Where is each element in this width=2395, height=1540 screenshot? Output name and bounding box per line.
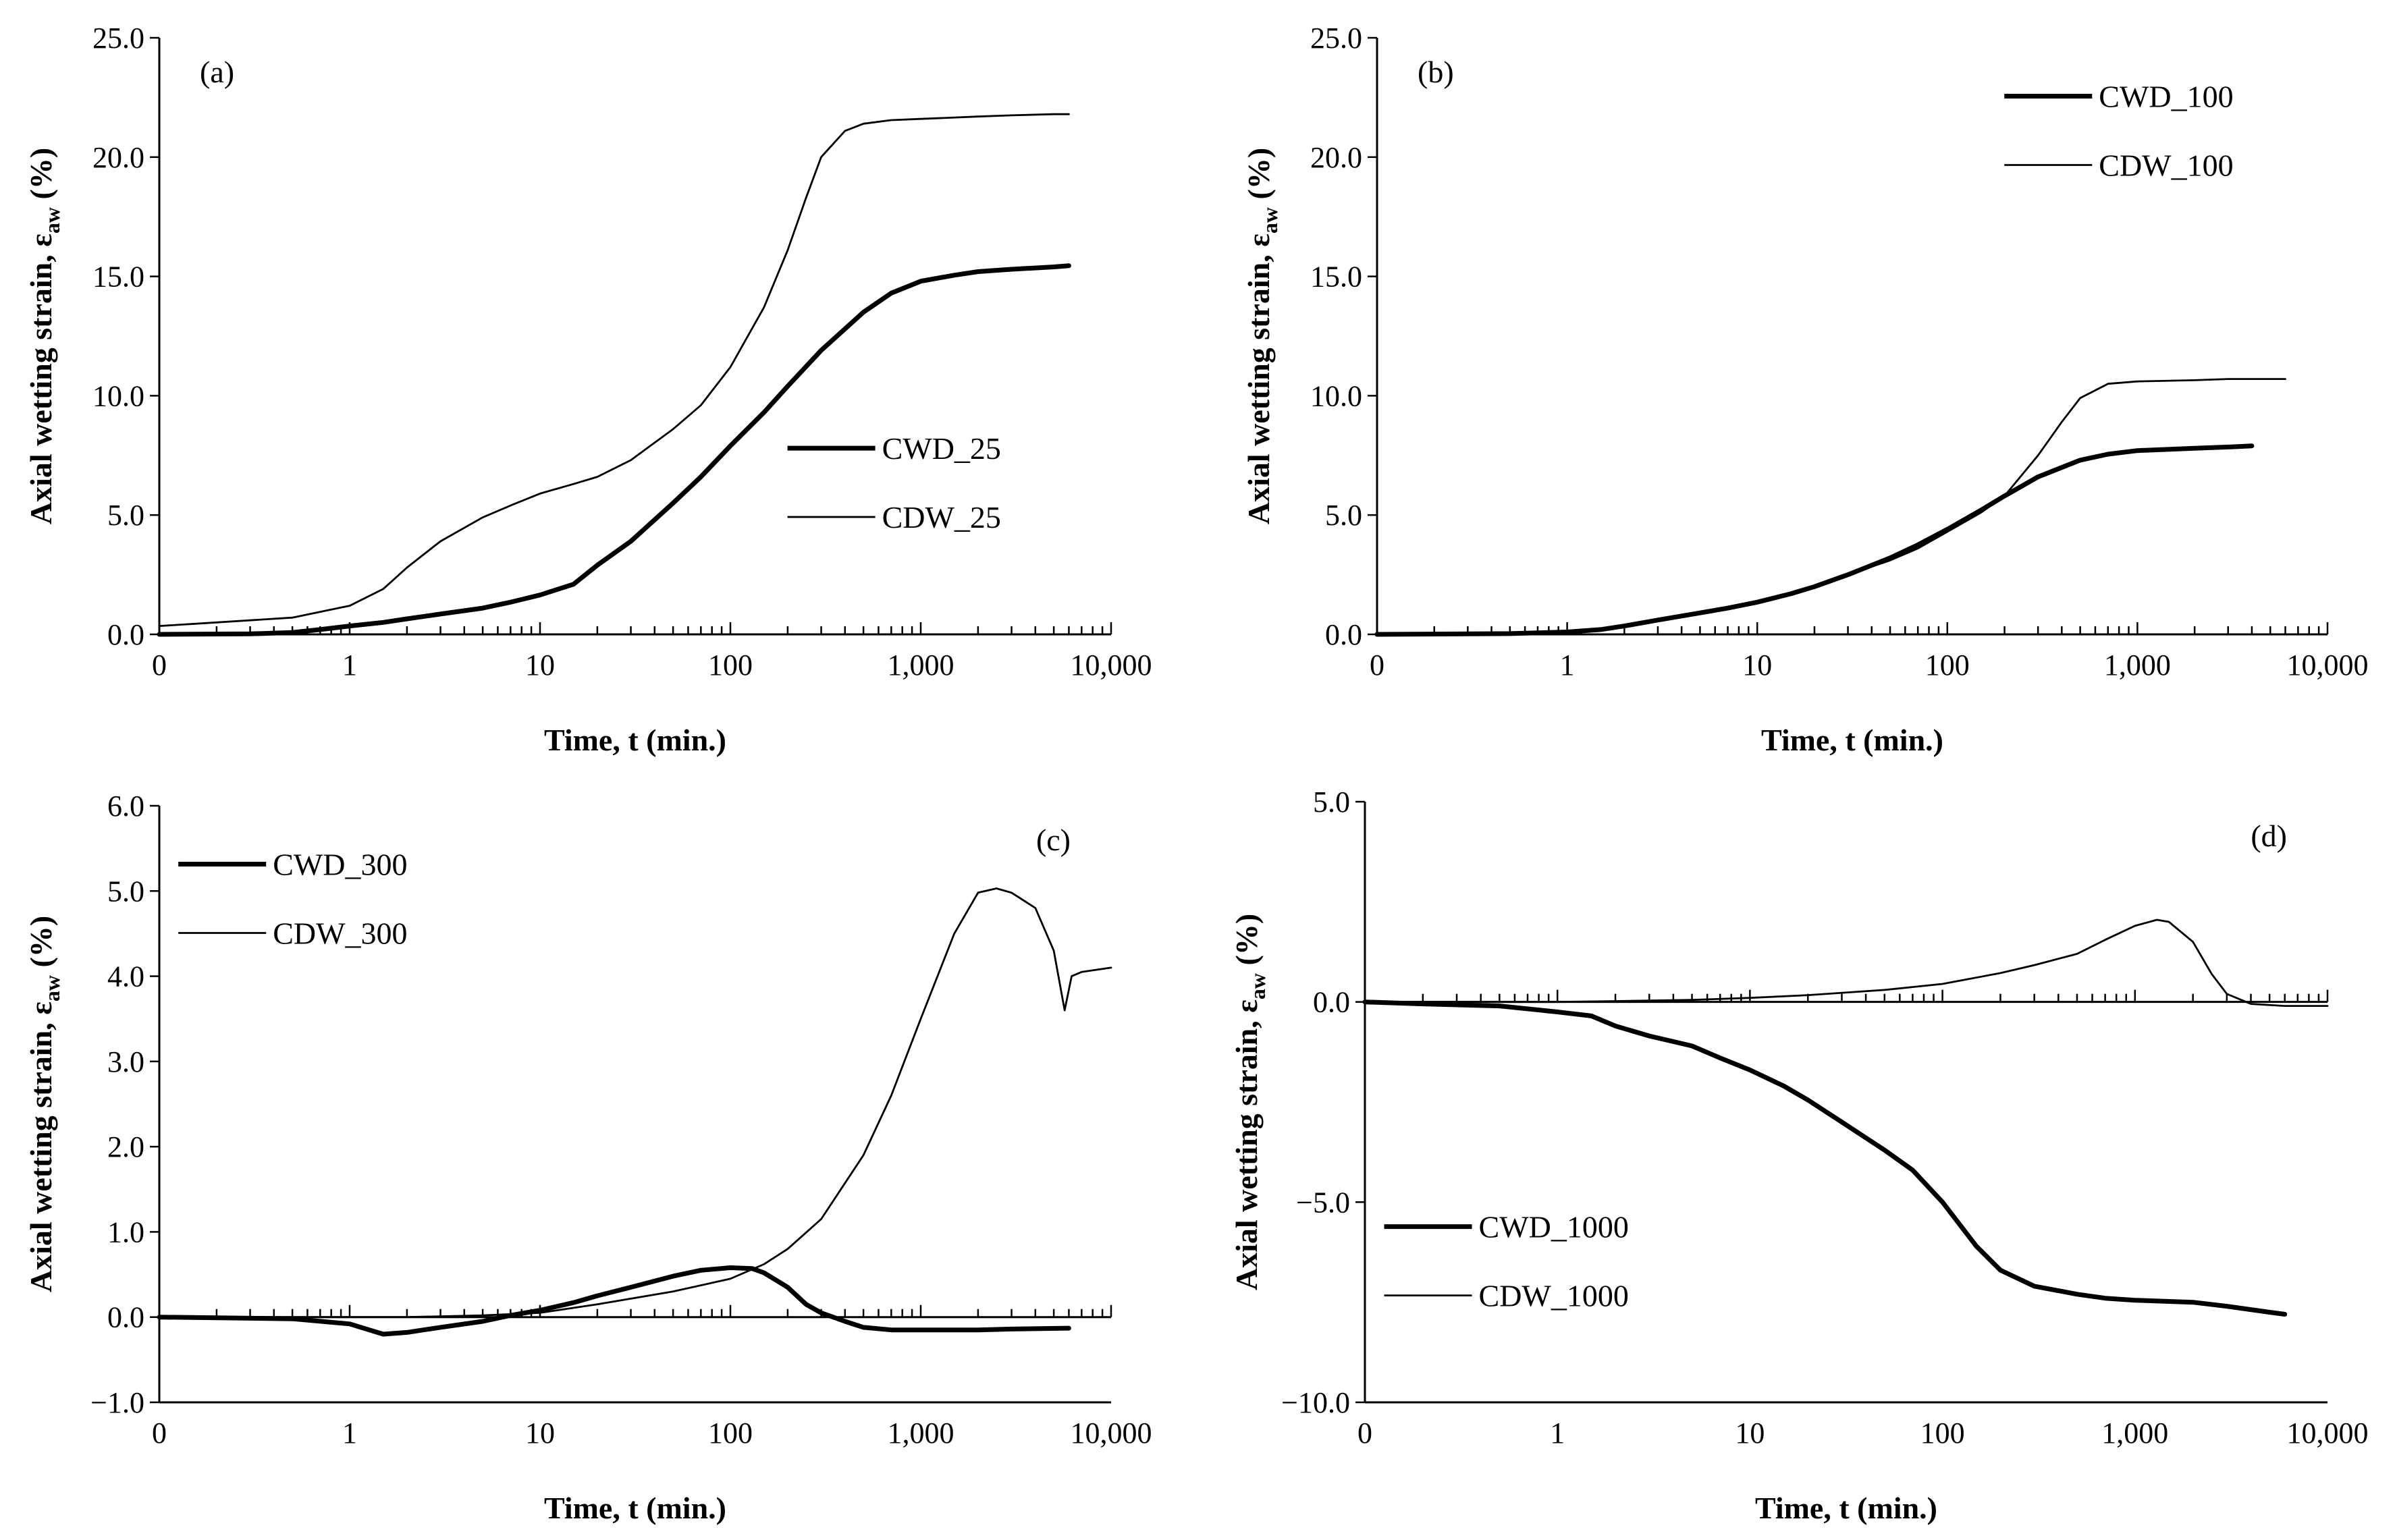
series-line-cwd-100 — [1374, 443, 2255, 637]
x-tick-label: 10,000 — [1071, 649, 1152, 682]
chart-panel-3: 0 1 10 100 1,000 10,000 −1.0 0.0 1.0 2.0 3.0 4.0 5.0… — [24, 790, 1152, 1525]
x-tick-label: 10 — [1742, 649, 1772, 682]
x-tick-label: 10,000 — [1071, 1417, 1152, 1450]
y-tick-label: 15.0 — [1310, 260, 1362, 294]
x-tick-label: 10,000 — [2287, 1417, 2369, 1450]
y-axis-title: Axial wetting strain, εaw (%) — [1229, 914, 1270, 1290]
y-tick-label: −5.0 — [1296, 1186, 1350, 1219]
y-tick-label: 4.0 — [107, 960, 144, 993]
x-tick-label: 0 — [1370, 649, 1384, 682]
x-tick-label: 100 — [1920, 1417, 1965, 1450]
x-tick-label: 100 — [708, 649, 753, 682]
series-line-cwd-300 — [157, 1265, 1071, 1337]
legend-label: CWD_25 — [882, 431, 1001, 466]
panel-label: (b) — [1418, 55, 1454, 89]
y-tick-label: 5.0 — [107, 875, 144, 908]
x-tick-label: 1,000 — [2101, 1417, 2168, 1450]
x-tick-label: 0 — [152, 1417, 167, 1450]
y-tick-label: 6.0 — [107, 790, 144, 823]
x-tick-label: 10 — [525, 649, 555, 682]
x-tick-label: 1 — [1550, 1417, 1565, 1450]
y-tick-label: 3.0 — [107, 1045, 144, 1078]
y-tick-label: 0.0 — [107, 1301, 144, 1334]
legend-label: CDW_100 — [2099, 148, 2233, 183]
x-tick-label: 0 — [152, 649, 167, 682]
y-tick-label: 25.0 — [1310, 22, 1362, 55]
series-line-cdw-300 — [158, 887, 1112, 1319]
y-axis-title: Axial wetting strain, εaw (%) — [24, 916, 64, 1292]
legend-label: CDW_25 — [882, 500, 1001, 534]
y-tick-label: 1.0 — [107, 1215, 144, 1248]
series-line-cdw-1000 — [1364, 918, 2329, 1007]
y-tick-label: 0.0 — [1325, 618, 1362, 651]
y-tick-label: 5.0 — [1325, 499, 1362, 532]
x-tick-label: 1 — [342, 1417, 357, 1450]
legend-label: CDW_1000 — [1479, 1279, 1629, 1313]
series-line-cdw-100 — [1376, 378, 2286, 636]
x-axis-title: Time, t (min.) — [544, 723, 726, 757]
y-tick-label: 0.0 — [1313, 986, 1350, 1019]
x-axis-title: Time, t (min.) — [1761, 723, 1943, 757]
x-axis-title: Time, t (min.) — [1755, 1491, 1937, 1525]
chart-panel-2: 0 1 10 100 1,000 10,000 0.0 5.0 10.0 15.0 20.0 25.0… — [1241, 22, 2369, 757]
series-line-cwd-25 — [157, 263, 1071, 637]
y-axis-title: Axial wetting strain, εaw (%) — [24, 148, 64, 524]
chart-panel-1: 0 1 10 100 1,000 10,000 0.0 5.0 10.0 15.0 20.0 25.0… — [24, 22, 1152, 757]
y-axis-title: Axial wetting strain, εaw (%) — [1241, 148, 1282, 524]
series-line-cdw-25 — [158, 113, 1070, 627]
x-tick-label: 0 — [1357, 1417, 1372, 1450]
legend-label: CWD_1000 — [1479, 1210, 1629, 1244]
x-tick-label: 1,000 — [2104, 649, 2171, 682]
y-tick-label: 10.0 — [1310, 379, 1362, 412]
series-line-cwd-1000 — [1362, 999, 2288, 1317]
y-tick-label: −1.0 — [90, 1386, 144, 1419]
legend-label: CDW_300 — [273, 916, 407, 951]
x-tick-label: 1 — [1560, 649, 1575, 682]
y-tick-label: −10.0 — [1281, 1386, 1350, 1419]
x-tick-label: 100 — [1925, 649, 1970, 682]
x-tick-label: 100 — [708, 1417, 753, 1450]
y-tick-label: 5.0 — [107, 499, 144, 532]
y-tick-label: 25.0 — [92, 22, 144, 55]
y-tick-label: 20.0 — [1310, 141, 1362, 174]
x-axis-title: Time, t (min.) — [544, 1491, 726, 1525]
x-tick-label: 10 — [1735, 1417, 1765, 1450]
x-tick-label: 1,000 — [888, 1417, 954, 1450]
y-tick-label: 15.0 — [92, 260, 144, 294]
y-tick-label: 10.0 — [92, 379, 144, 412]
panel-label: (c) — [1036, 823, 1071, 857]
legend-label: CWD_300 — [273, 848, 407, 882]
x-tick-label: 1,000 — [888, 649, 954, 682]
panel-label: (d) — [2251, 819, 2287, 853]
y-tick-label: 0.0 — [107, 618, 144, 651]
x-tick-label: 1 — [342, 649, 357, 682]
x-tick-label: 10,000 — [2287, 649, 2369, 682]
legend-label: CWD_100 — [2099, 80, 2233, 114]
y-tick-label: 20.0 — [92, 141, 144, 174]
panel-label: (a) — [200, 55, 234, 89]
x-tick-label: 10 — [525, 1417, 555, 1450]
y-tick-label: 2.0 — [107, 1130, 144, 1163]
chart-panel-4: 0 1 10 100 1,000 10,000 −10.0 −5.0 0.0 5.0 CWD_100… — [1229, 786, 2369, 1525]
y-tick-label: 5.0 — [1313, 786, 1350, 819]
